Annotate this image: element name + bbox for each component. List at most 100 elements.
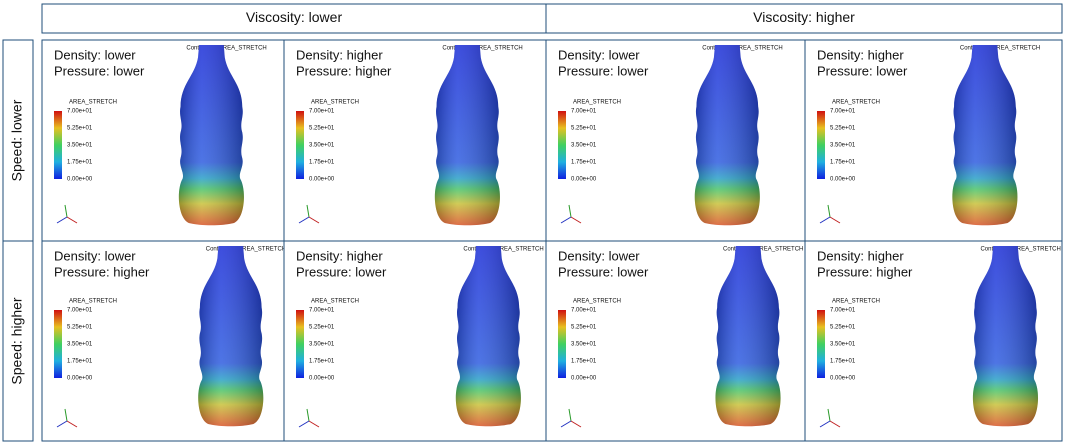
legend-tick: 1.75e+01 — [830, 160, 856, 166]
density-label: Density: lower — [54, 248, 136, 263]
legend-tick: 3.50e+01 — [67, 342, 93, 348]
axis-z — [819, 420, 831, 428]
legend-title: AREA_STRETCH — [311, 100, 359, 106]
axis-z — [56, 420, 68, 428]
plot-title: Contours of AREA_STRETCH — [723, 247, 803, 253]
cell-frame — [804, 39, 1063, 242]
axis-z — [298, 420, 310, 428]
bottle-shade — [455, 246, 521, 427]
legend-tick: 3.50e+01 — [830, 342, 856, 348]
axis-x — [829, 420, 841, 428]
axis-x — [308, 420, 320, 428]
plot-title: Contours of AREA_STRETCH — [702, 46, 782, 52]
legend-tick: 0.00e+00 — [830, 376, 856, 382]
plot-title: Contours of AREA_STRETCH — [442, 46, 522, 52]
legend-tick: 1.75e+01 — [830, 359, 856, 365]
color-bar — [54, 111, 62, 179]
axis-y — [827, 204, 831, 218]
pressure-label: Pressure: higher — [817, 264, 913, 279]
legend-tick: 7.00e+01 — [309, 308, 335, 314]
legend-tick: 0.00e+00 — [571, 376, 597, 382]
bottle-shade — [972, 246, 1039, 427]
color-bar — [296, 111, 304, 179]
legend-tick: 3.50e+01 — [67, 143, 93, 149]
axis-x — [570, 216, 582, 224]
legend-title: AREA_STRETCH — [69, 299, 117, 305]
row-header-text: Speed: lower — [9, 99, 25, 181]
legend-title: AREA_STRETCH — [832, 299, 880, 305]
pressure-label: Pressure: lower — [817, 63, 908, 78]
axis-x — [66, 216, 78, 224]
axis-z — [56, 216, 68, 224]
axis-x — [570, 420, 582, 428]
legend-tick: 5.25e+01 — [830, 126, 856, 132]
density-label: Density: higher — [817, 47, 904, 62]
legend-tick: 1.75e+01 — [67, 359, 93, 365]
axis-y — [64, 204, 68, 218]
row-header — [2, 39, 34, 242]
color-bar — [558, 310, 566, 378]
plot-title: Contours of AREA_STRETCH — [463, 247, 543, 253]
legend-tick: 3.50e+01 — [571, 143, 597, 149]
legend-tick: 1.75e+01 — [571, 160, 597, 166]
axis-y — [306, 204, 310, 218]
cell-frame — [545, 39, 806, 242]
legend-tick: 5.25e+01 — [309, 325, 335, 331]
color-bar — [558, 111, 566, 179]
column-header-text: Viscosity: higher — [753, 9, 855, 25]
column-header — [41, 3, 547, 34]
legend-tick: 3.50e+01 — [309, 143, 335, 149]
pressure-label: Pressure: higher — [296, 63, 392, 78]
legend-title: AREA_STRETCH — [311, 299, 359, 305]
legend-tick: 0.00e+00 — [67, 376, 93, 382]
cell-frame — [41, 39, 285, 242]
axis-z — [819, 216, 831, 224]
legend-tick: 5.25e+01 — [830, 325, 856, 331]
axis-x — [66, 420, 78, 428]
axis-z — [298, 216, 310, 224]
legend-tick: 0.00e+00 — [309, 177, 335, 183]
legend-tick: 3.50e+01 — [571, 342, 597, 348]
legend-tick: 3.50e+01 — [830, 143, 856, 149]
axis-y — [64, 408, 68, 422]
axis-y — [827, 408, 831, 422]
axis-z — [560, 216, 572, 224]
axis-z — [560, 420, 572, 428]
plot-title: Contours of AREA_STRETCH — [206, 247, 286, 253]
column-header-text: Viscosity: lower — [246, 9, 343, 25]
legend-tick: 0.00e+00 — [830, 177, 856, 183]
density-label: Density: higher — [817, 248, 904, 263]
density-label: Density: higher — [296, 248, 383, 263]
pressure-label: Pressure: higher — [54, 264, 150, 279]
pressure-label: Pressure: lower — [558, 63, 649, 78]
legend-tick: 7.00e+01 — [571, 109, 597, 115]
color-bar — [54, 310, 62, 378]
legend-tick: 7.00e+01 — [67, 308, 93, 314]
legend-tick: 5.25e+01 — [571, 126, 597, 132]
density-label: Density: lower — [558, 47, 640, 62]
bottle-shade — [715, 246, 781, 427]
legend-tick: 5.25e+01 — [571, 325, 597, 331]
axis-y — [568, 204, 572, 218]
legend-tick: 1.75e+01 — [309, 359, 335, 365]
cell: Contours of AREA_STRETCH Density: higherP… — [804, 240, 1063, 442]
legend-tick: 5.25e+01 — [309, 126, 335, 132]
plot-title: Contours of AREA_STRETCH — [186, 46, 266, 52]
axis-y — [306, 408, 310, 422]
legend-title: AREA_STRETCH — [573, 299, 621, 305]
legend-title: AREA_STRETCH — [69, 100, 117, 106]
cell: Contours of AREA_STRETCH Density: higherP… — [283, 240, 547, 442]
pressure-label: Pressure: lower — [296, 264, 387, 279]
legend-tick: 7.00e+01 — [830, 308, 856, 314]
legend-tick: 7.00e+01 — [309, 109, 335, 115]
axis-x — [308, 216, 320, 224]
color-bar — [296, 310, 304, 378]
cell-frame — [283, 39, 547, 242]
axis-x — [829, 216, 841, 224]
bottle-shade — [198, 246, 264, 427]
plot-title: Contours of AREA_STRETCH — [960, 46, 1040, 52]
legend-tick: 1.75e+01 — [309, 160, 335, 166]
legend-title: AREA_STRETCH — [832, 100, 880, 106]
legend-tick: 0.00e+00 — [571, 177, 597, 183]
